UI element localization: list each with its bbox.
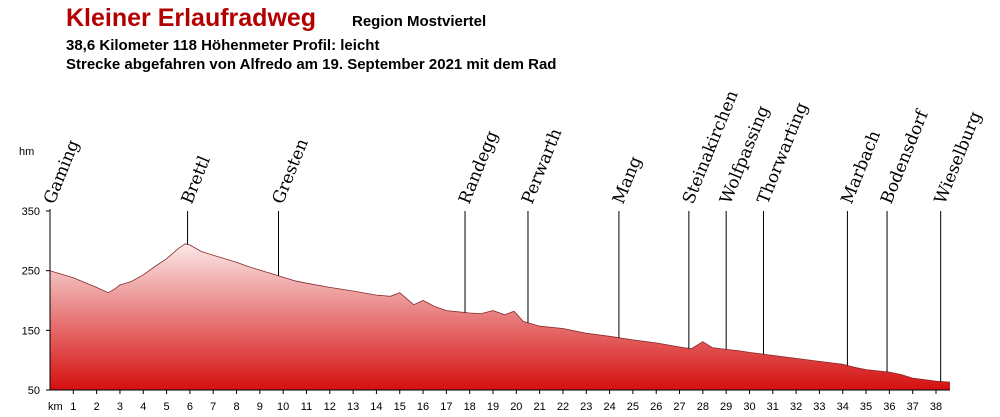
x-tick-label: 31	[767, 401, 779, 413]
y-tick-label: 50	[28, 385, 40, 397]
ride-info: Strecke abgefahren von Alfredo am 19. Se…	[66, 56, 557, 73]
place-label: Perwarth	[518, 126, 566, 207]
x-tick-label: 2	[94, 401, 100, 413]
x-tick-label: 10	[277, 401, 289, 413]
x-tick-label: 13	[347, 401, 359, 413]
place-label: Gaming	[40, 137, 84, 207]
y-tick-label: 250	[22, 266, 40, 278]
x-tick-label: 37	[907, 401, 919, 413]
route-title: Kleiner Erlaufradweg	[66, 4, 317, 32]
x-tick-label: 12	[324, 401, 336, 413]
elevation-area	[50, 243, 950, 390]
x-tick-label: 25	[627, 401, 639, 413]
x-tick-label: 20	[510, 401, 522, 413]
x-tick-label: 4	[140, 401, 146, 413]
route-stats: 38,6 Kilometer 118 Höhenmeter Profil: le…	[66, 37, 380, 54]
x-tick-label: 5	[164, 401, 170, 413]
x-tick-label: 27	[673, 401, 685, 413]
elevation-line	[49, 243, 951, 383]
x-tick-label: 30	[743, 401, 755, 413]
x-tick-label: 29	[720, 401, 732, 413]
x-tick-label: 9	[257, 401, 263, 413]
x-tick-label: 38	[930, 401, 942, 413]
x-tick-label: 26	[650, 401, 662, 413]
x-tick-label: 11	[301, 401, 312, 413]
region-label: Region Mostviertel	[352, 13, 487, 30]
place-label: Gresten	[269, 136, 313, 207]
place-label: Brettl	[178, 153, 215, 207]
x-tick-label: 36	[883, 401, 895, 413]
x-tick-label: 32	[790, 401, 802, 413]
x-tick-label: 14	[370, 401, 382, 413]
y-tick-label: 150	[22, 325, 40, 337]
x-tick-label: 15	[394, 401, 406, 413]
x-tick-label: 8	[233, 401, 239, 413]
x-tick-label: 6	[187, 401, 193, 413]
x-tick-label: 24	[603, 401, 615, 413]
place-label: Bodensdorf	[877, 106, 933, 207]
y-tick-label: 350	[22, 206, 40, 218]
place-label: Randegg	[455, 128, 502, 207]
x-tick-label: 23	[580, 401, 592, 413]
x-tick-label: 18	[464, 401, 476, 413]
place-label: Wieselburg	[931, 109, 986, 207]
x-tick-label: 16	[417, 401, 429, 413]
y-axis-unit-label: hm	[19, 146, 34, 158]
place-label: Mang	[609, 153, 646, 206]
x-tick-label: 28	[697, 401, 709, 413]
x-tick-label: 22	[557, 401, 569, 413]
x-tick-label: 19	[487, 401, 499, 413]
x-tick-label: 17	[440, 401, 452, 413]
x-axis-unit-label: km	[48, 401, 63, 413]
x-tick-label: 35	[860, 401, 872, 413]
x-tick-label: 1	[70, 401, 76, 413]
x-tick-label: 34	[837, 401, 849, 413]
x-tick-label: 3	[117, 401, 123, 413]
x-tick-label: 21	[534, 401, 546, 413]
x-tick-label: 7	[210, 401, 216, 413]
x-tick-label: 33	[813, 401, 825, 413]
